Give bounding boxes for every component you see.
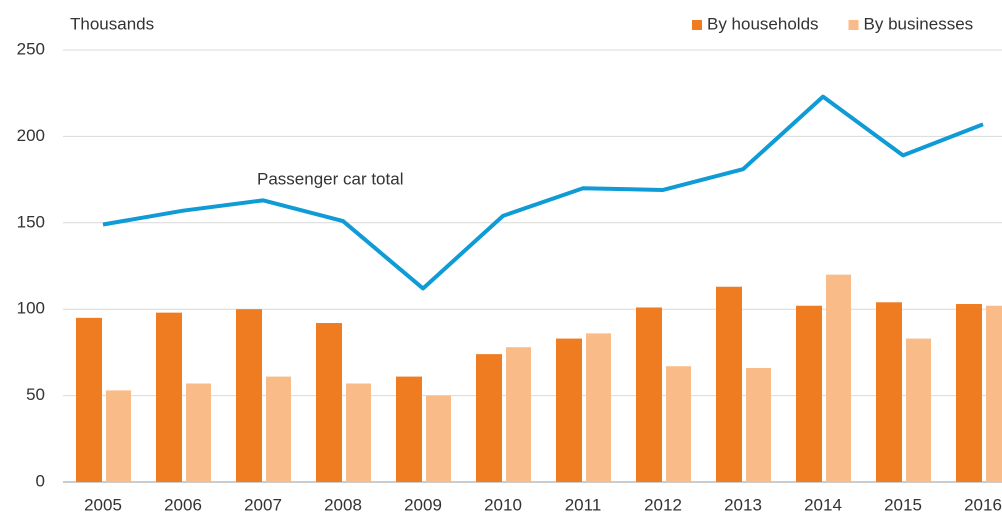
bar xyxy=(746,367,771,482)
y-tick-label: 250 xyxy=(17,39,45,58)
x-tick-label: 2007 xyxy=(244,495,282,514)
bar xyxy=(716,286,742,482)
y-tick-label: 200 xyxy=(17,126,45,145)
bar xyxy=(236,309,262,482)
legend-swatch xyxy=(692,20,702,30)
bar xyxy=(906,338,931,482)
x-tick-label: 2006 xyxy=(164,495,202,514)
bar xyxy=(506,347,531,482)
x-tick-label: 2011 xyxy=(565,495,602,514)
bar xyxy=(586,333,611,482)
x-tick-label: 2015 xyxy=(884,495,922,514)
bar xyxy=(316,323,342,482)
bar xyxy=(876,302,902,482)
x-tick-label: 2012 xyxy=(644,495,682,514)
y-tick-label: 0 xyxy=(36,471,45,490)
x-tick-label: 2008 xyxy=(324,495,362,514)
x-tick-label: 2014 xyxy=(804,495,842,514)
bar xyxy=(666,366,691,482)
bar xyxy=(556,338,582,482)
bar xyxy=(186,383,211,482)
y-tick-label: 150 xyxy=(17,212,45,231)
line-annotation: Passenger car total xyxy=(257,169,403,188)
bar xyxy=(346,383,371,482)
bar xyxy=(826,274,851,482)
bar xyxy=(76,317,102,482)
legend-label: By businesses xyxy=(864,14,974,33)
y-tick-label: 100 xyxy=(17,299,45,318)
bar xyxy=(636,307,662,482)
y-tick-label: 50 xyxy=(26,385,45,404)
line xyxy=(102,94,984,291)
bar xyxy=(396,376,422,482)
bar xyxy=(476,354,502,482)
x-tick-label: 2010 xyxy=(484,495,522,514)
legend-swatch xyxy=(848,20,859,30)
x-tick-label: 2005 xyxy=(84,495,122,514)
x-tick-label: 2016 xyxy=(964,495,1002,514)
bar xyxy=(266,376,291,482)
bar xyxy=(426,395,451,482)
y-axis-label: Thousands xyxy=(70,14,154,33)
x-tick-label: 2013 xyxy=(724,495,762,514)
bar xyxy=(986,305,1002,482)
bar xyxy=(796,305,822,482)
bar xyxy=(956,304,982,482)
x-tick-label: 2009 xyxy=(404,495,442,514)
legend-label: By households xyxy=(707,14,819,33)
bar xyxy=(156,312,182,482)
bar xyxy=(106,390,131,482)
